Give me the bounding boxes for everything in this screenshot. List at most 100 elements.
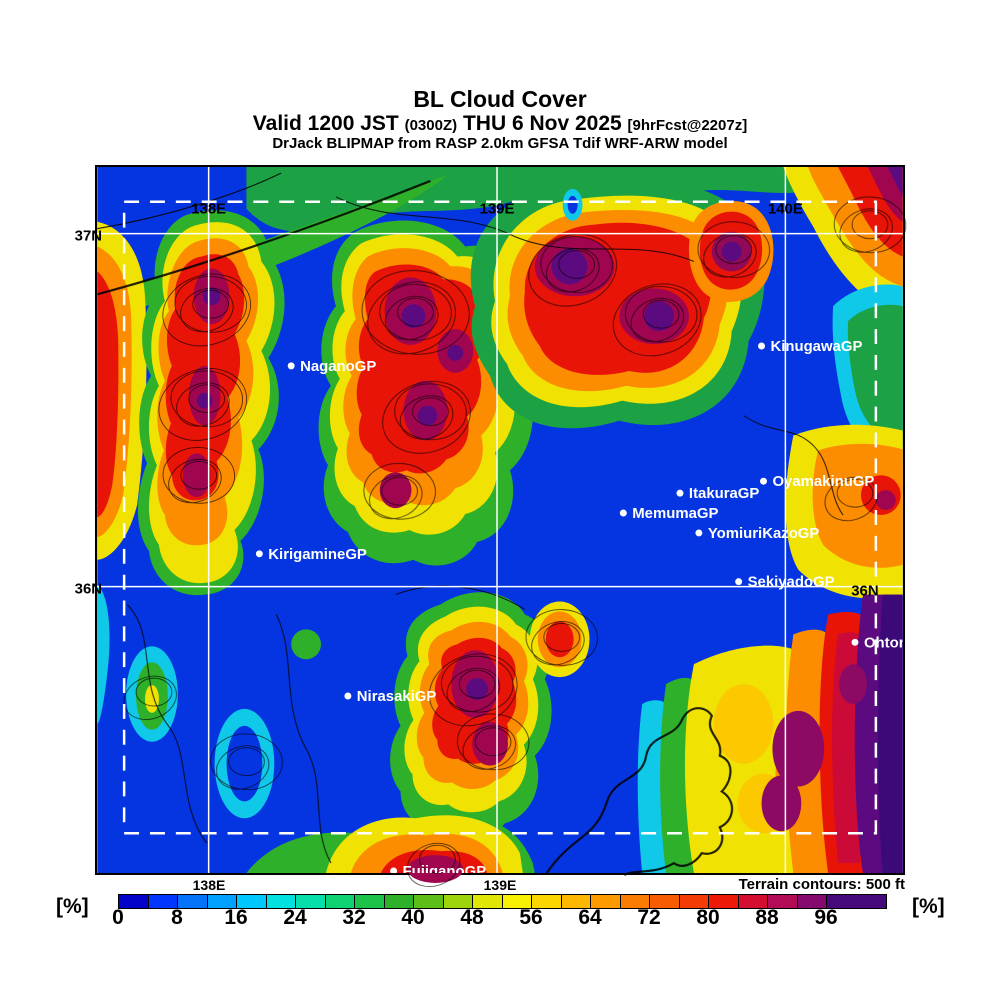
contour-line xyxy=(833,196,907,254)
colorbar-ticks: 0 8 16 24 32 40 48 56 64 72 80 88 96 xyxy=(0,906,1000,930)
contour-line xyxy=(406,842,461,888)
cloud-cover-map: 138E 139E 140E 37N 36N 36N NaganoGP Kinug… xyxy=(75,167,907,888)
lon-label-top: 139E xyxy=(480,202,515,218)
colorbar-tick: 56 xyxy=(519,906,543,929)
contour-line xyxy=(210,733,283,791)
contour-line xyxy=(180,460,218,490)
colorbar-segment xyxy=(178,895,208,908)
colorbar-segment xyxy=(561,895,591,908)
contour-line xyxy=(428,653,518,727)
contour-line xyxy=(162,447,236,504)
contour-line xyxy=(135,677,173,707)
contour-line xyxy=(215,745,270,790)
site-label: YomiuriKazoGP xyxy=(708,526,820,542)
colorbar-segment xyxy=(591,895,621,908)
lon-label-top: 140E xyxy=(768,202,803,218)
contour-line xyxy=(612,283,702,357)
contour-line xyxy=(531,621,585,666)
cloud-field xyxy=(97,167,903,883)
site-marker xyxy=(758,342,765,350)
colorbar-tick: 72 xyxy=(637,906,661,929)
contour-line xyxy=(851,210,889,240)
site-marker xyxy=(735,578,743,586)
colorbar-segment xyxy=(827,895,886,908)
contour-line xyxy=(168,458,222,504)
colorbar-segment xyxy=(768,895,798,908)
site-marker xyxy=(344,692,352,700)
colorbar-tick: 0 xyxy=(112,906,124,929)
page-title: BL Cloud Cover xyxy=(413,86,587,112)
model-domain-boundary xyxy=(122,200,878,835)
site-marker xyxy=(851,638,859,646)
contour-line xyxy=(642,299,680,329)
colorbar xyxy=(118,894,887,909)
lat-label-right: 36N xyxy=(851,584,878,600)
contour-line xyxy=(456,713,530,771)
colorbar-segment xyxy=(679,895,709,908)
contour-line xyxy=(525,609,598,666)
site-label: KirigamineGP xyxy=(268,547,367,563)
contour-line xyxy=(419,844,456,874)
lat-label-left: 37N xyxy=(75,229,102,245)
valid-time-line: Valid 1200 JST (0300Z) THU 6 Nov 2025 [9… xyxy=(0,112,1000,136)
site-marker xyxy=(676,489,684,497)
colorbar-tick: 8 xyxy=(171,906,183,929)
contour-line xyxy=(630,297,684,343)
contour-line xyxy=(158,368,248,441)
site-marker xyxy=(390,867,398,873)
valid-date: THU 6 Nov 2025 xyxy=(462,112,622,135)
unit-label-right: [%] xyxy=(912,895,945,918)
site-label: FujiganoGP xyxy=(403,864,487,880)
contour-line xyxy=(361,270,470,355)
contour-line xyxy=(543,623,581,652)
colorbar-segment xyxy=(473,895,503,908)
colorbar-tick: 64 xyxy=(578,906,602,929)
site-marker xyxy=(619,509,627,517)
contour-line xyxy=(715,235,753,264)
colorbar-tick: 40 xyxy=(401,906,425,929)
colorbar-segment xyxy=(709,895,739,908)
contour-line xyxy=(363,462,436,520)
contour-line xyxy=(446,667,501,712)
contour-line xyxy=(703,233,757,278)
colorbar-segment xyxy=(296,895,326,908)
contour-line xyxy=(474,727,512,757)
valid-zulu: (0300Z) xyxy=(404,117,458,134)
colorbar-segment xyxy=(266,895,296,908)
contour-line xyxy=(528,233,618,307)
coord-labels: 138E 139E 140E 37N 36N 36N xyxy=(75,202,879,600)
colorbar-segment xyxy=(532,895,562,908)
colorbar-segment xyxy=(325,895,355,908)
map-frame: 138E 139E 140E 37N 36N 36N NaganoGP Kinug… xyxy=(75,165,907,888)
contour-line xyxy=(394,383,467,441)
contour-line xyxy=(399,395,454,440)
colorbar-segment xyxy=(443,895,473,908)
unit-label-left: [%] xyxy=(56,895,89,918)
colorbar-segment xyxy=(502,895,532,908)
colorbar-tick: 32 xyxy=(342,906,366,929)
contour-line xyxy=(381,476,418,506)
colorbar-tick: 96 xyxy=(814,906,838,929)
colorbar-tick: 16 xyxy=(224,906,248,929)
site-label: OyamakinuGP xyxy=(772,474,874,490)
colorbar-segment xyxy=(207,895,237,908)
contour-line xyxy=(441,655,514,713)
terrain-note: Terrain contours: 500 ft xyxy=(738,876,905,893)
site-label: KinugawaGP xyxy=(770,339,862,355)
colorbar-segment xyxy=(355,895,385,908)
contour-line xyxy=(624,285,698,343)
sites-layer: NaganoGP KinugawaGP OyamakinuGP ItakuraGP Me… xyxy=(255,339,903,880)
site-label: NirasakiGP xyxy=(357,689,437,705)
contour-line xyxy=(412,397,449,427)
contour-line xyxy=(385,295,439,341)
lat-lon-grid xyxy=(97,167,903,873)
colorbar-segment xyxy=(797,895,827,908)
colorbar-tick: 88 xyxy=(755,906,779,929)
site-marker xyxy=(695,529,703,537)
colorbar-segment xyxy=(119,895,149,908)
contour-line xyxy=(369,474,423,520)
colorbar-segment xyxy=(738,895,768,908)
contour-line xyxy=(192,289,230,319)
forecast-tag: [9hrFcst@2207z] xyxy=(627,117,748,134)
